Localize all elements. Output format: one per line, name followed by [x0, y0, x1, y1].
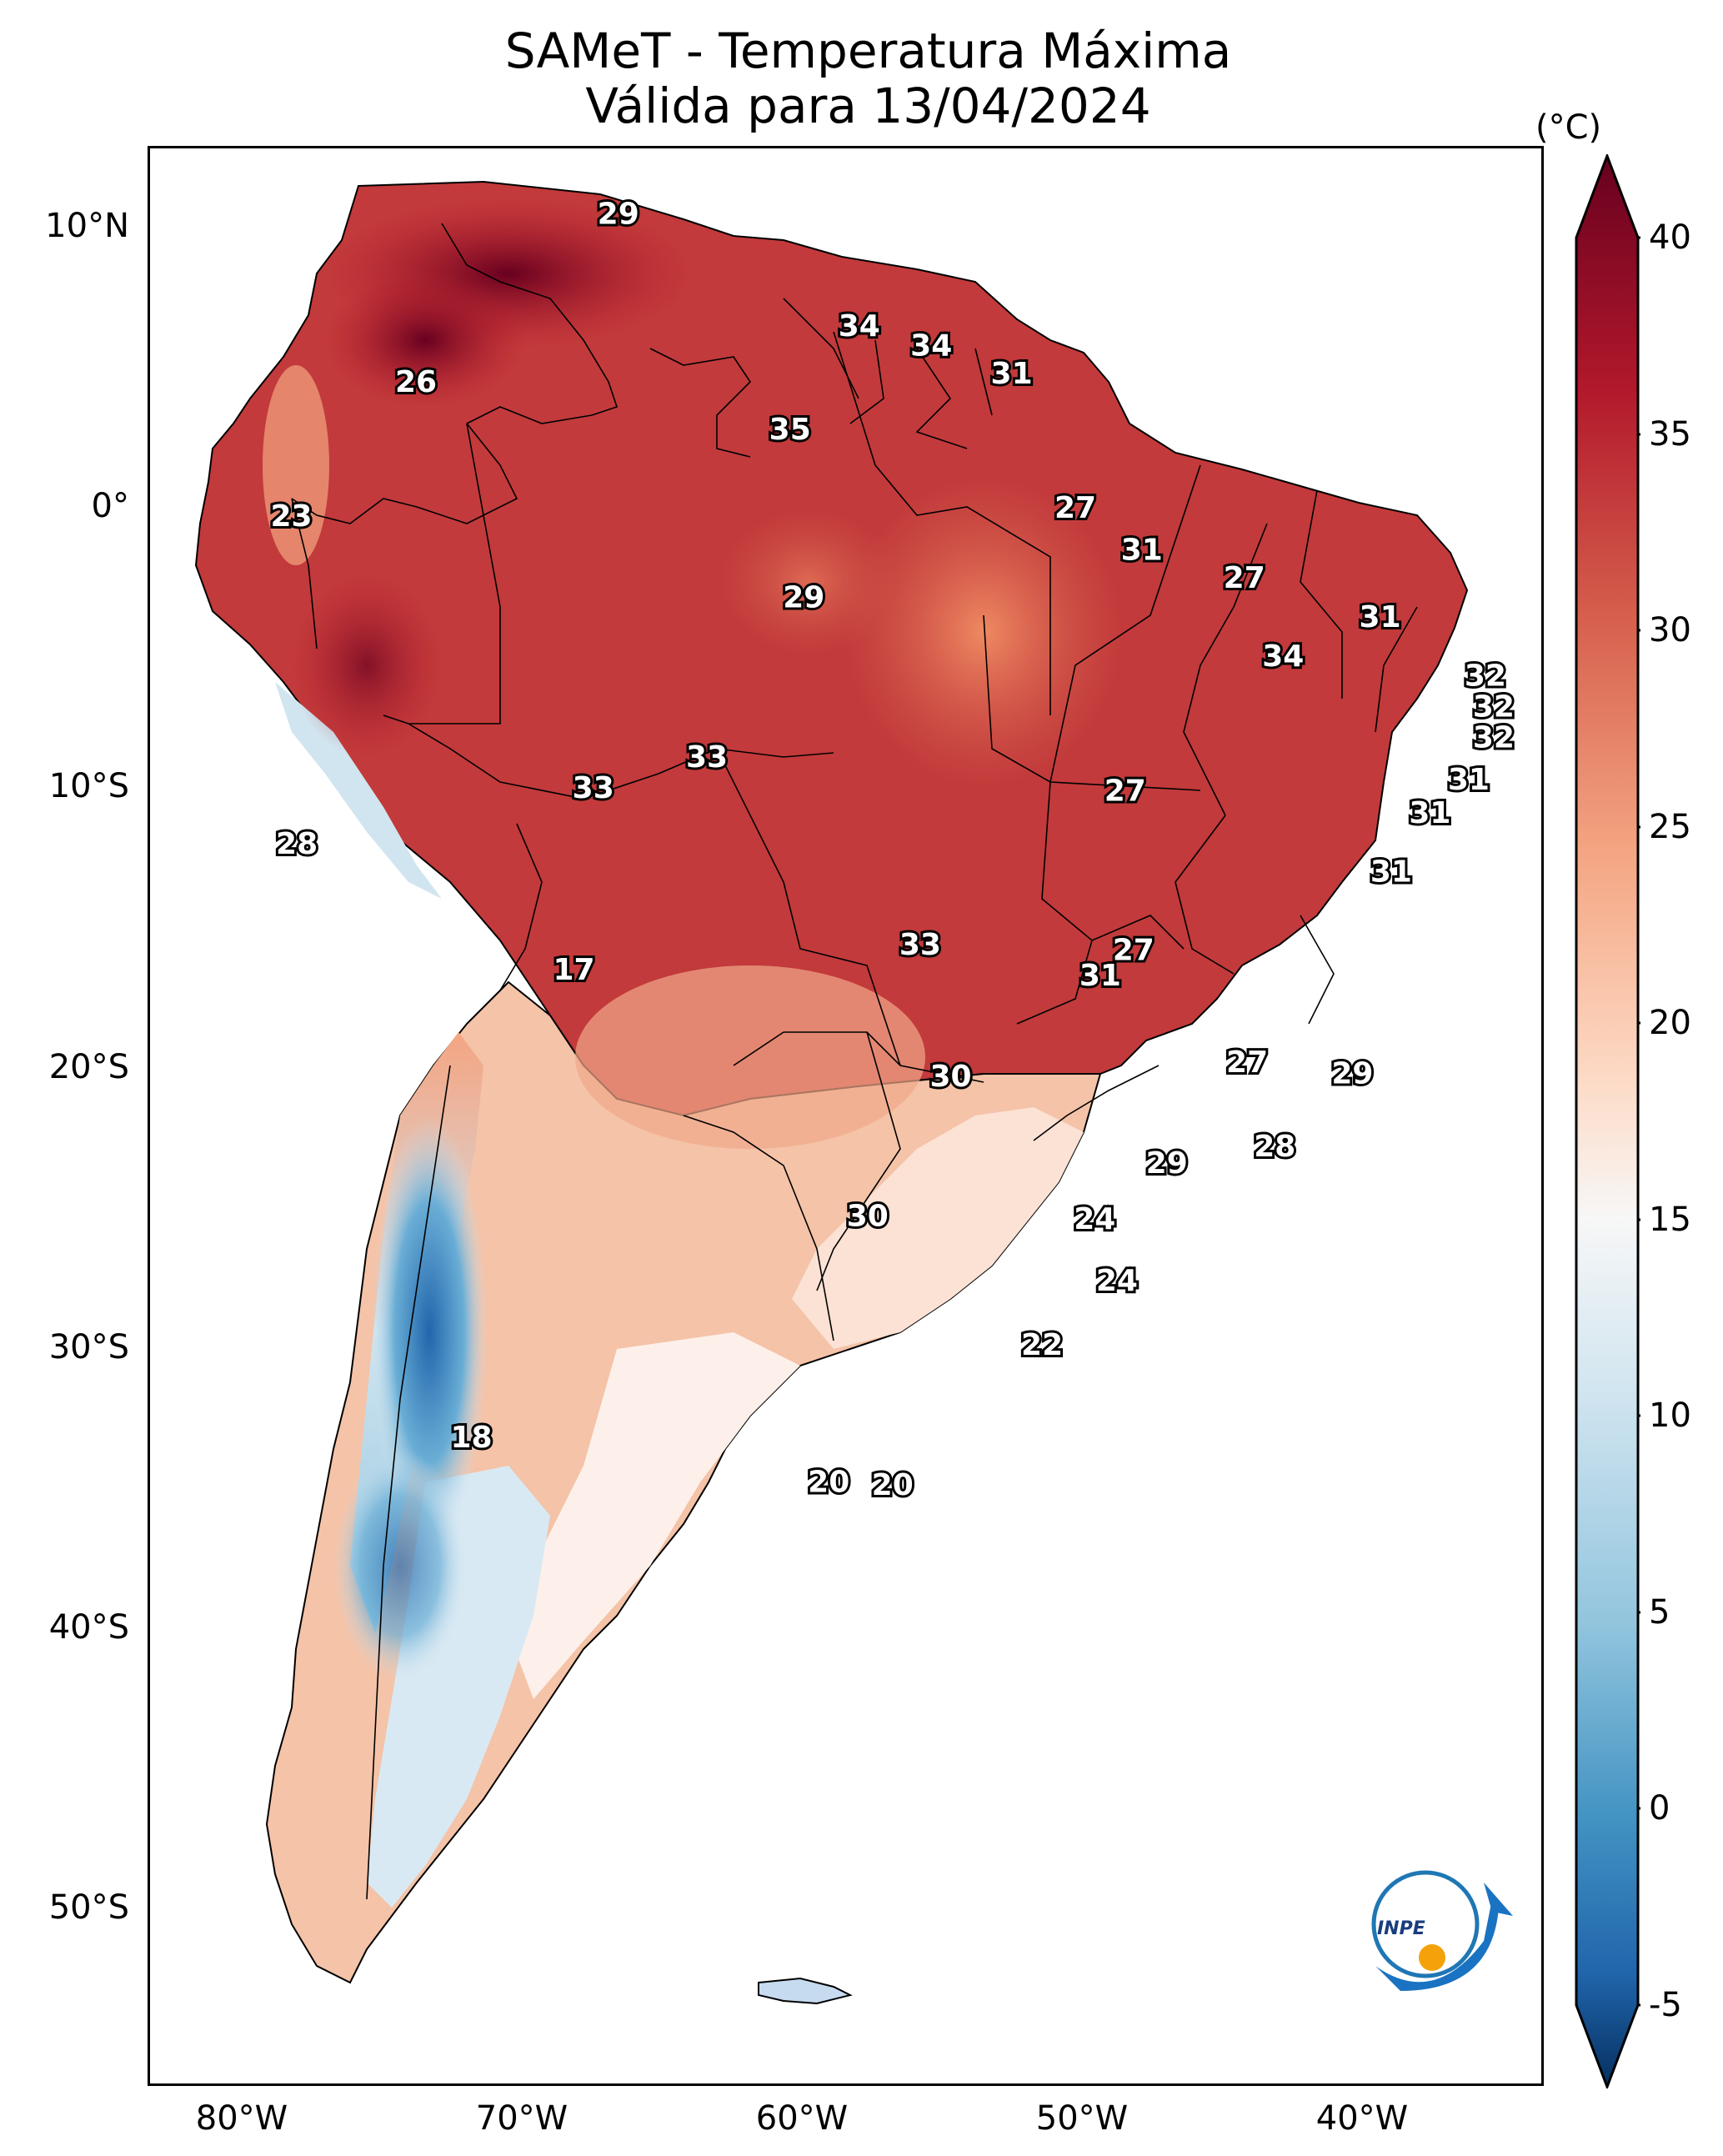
colorbar-tick-10: 10	[1649, 1396, 1691, 1435]
lat-tick-0: 0°	[91, 487, 129, 525]
temperature-label: 30	[847, 1200, 889, 1234]
colorbar-tick-minus5: -5	[1649, 1986, 1682, 2024]
region-uruguay	[792, 1107, 1084, 1349]
region-pampas	[508, 1332, 800, 1699]
map-title: SAMeT - Temperatura Máxima	[504, 23, 1232, 79]
temperature-label: 31	[1448, 763, 1490, 797]
temperature-label: 33	[686, 740, 728, 775]
lon-tick-50w: 50°W	[1035, 2099, 1129, 2138]
temperature-label: 23	[270, 499, 312, 534]
temperature-label: 34	[1262, 639, 1304, 674]
temperature-label: 31	[1409, 796, 1450, 830]
temperature-label: 20	[872, 1468, 914, 1502]
temperature-label: 27	[1054, 491, 1096, 525]
temperature-label: 33	[573, 771, 614, 805]
temperature-label: 17	[553, 953, 594, 987]
temperature-label: 31	[1121, 534, 1163, 568]
map-panel[interactable]: 29 34 34 31 26 35 27 23 31 27 29 31 34 32 32 32 33 31 33 27…	[148, 146, 1544, 2086]
temperature-label: 32	[1465, 659, 1506, 694]
temperature-label: 22	[1021, 1328, 1063, 1362]
falkland-islands	[758, 1977, 853, 2005]
temperature-label: 20	[808, 1466, 849, 1500]
inpe-logo-text: INPE	[1377, 1918, 1425, 1939]
lat-tick-50s: 50°S	[48, 1888, 129, 1927]
region-colombia-hot	[325, 273, 525, 407]
temperature-label: 28	[1254, 1130, 1295, 1164]
temperature-label: 34	[839, 309, 880, 343]
region-andes-cold	[371, 1116, 488, 1549]
colorbar-tick-25: 25	[1649, 808, 1691, 846]
inpe-logo: INPE	[1371, 1870, 1513, 1991]
lon-tick-60w: 60°W	[755, 2099, 849, 2138]
temperature-label: 27	[1226, 1045, 1268, 1080]
temperature-label: 34	[910, 328, 952, 363]
temperature-label: 27	[1224, 561, 1265, 595]
colorbar-tick-0: 0	[1649, 1789, 1670, 1828]
temperature-label: 24	[1074, 1202, 1115, 1236]
lat-tick-10s: 10°S	[48, 767, 129, 805]
temperature-label: 26	[395, 365, 437, 399]
country-borders	[291, 223, 1418, 1900]
temperature-label: 29	[598, 198, 639, 232]
lon-tick-70w: 70°W	[475, 2099, 568, 2138]
temperature-label: 29	[1331, 1057, 1373, 1091]
colorbar-tick-40: 40	[1649, 218, 1691, 257]
region-andes-north-cool	[263, 365, 329, 565]
colorbar-tick-marks	[1638, 236, 1640, 2007]
region-peru-coast-cool	[275, 682, 442, 899]
temperature-label: 32	[1473, 690, 1515, 725]
temperature-label: 33	[899, 928, 941, 962]
temperature-label: 29	[783, 581, 824, 615]
colorbar-tick-15: 15	[1649, 1201, 1691, 1239]
region-peru-hot	[292, 574, 442, 757]
lat-tick-40s: 40°S	[48, 1608, 129, 1647]
colorbar	[1575, 154, 1640, 2088]
lon-tick-80w: 80°W	[195, 2099, 288, 2138]
temperature-label: 31	[1370, 855, 1412, 890]
region-amazon-light	[717, 507, 900, 657]
temperature-label: 31	[991, 357, 1033, 391]
temperature-label: 32	[1473, 721, 1515, 755]
temperature-label: 28	[276, 827, 318, 861]
region-andes-cold-south	[333, 1449, 467, 1682]
colorbar-tick-20: 20	[1649, 1004, 1691, 1042]
colorbar-bar	[1575, 154, 1640, 2088]
temperature-label: 30	[929, 1060, 971, 1094]
colorbar-tick-35: 35	[1649, 415, 1691, 454]
lat-tick-30s: 30°S	[48, 1328, 129, 1366]
lon-tick-40w: 40°W	[1315, 2099, 1409, 2138]
temperature-label: 27	[1104, 774, 1146, 808]
region-chaco-light	[575, 965, 925, 1149]
colorbar-tick-30: 30	[1649, 611, 1691, 649]
lat-tick-20s: 20°S	[48, 1048, 129, 1086]
colorbar-tick-5: 5	[1649, 1593, 1670, 1632]
temperature-label: 27	[1113, 934, 1155, 968]
lat-tick-10n: 10°N	[45, 207, 129, 245]
temperature-label: 31	[1079, 959, 1121, 993]
map-subtitle: Válida para 13/04/2024	[585, 78, 1151, 134]
temperature-label: 24	[1096, 1264, 1138, 1298]
region-para-light	[842, 474, 1125, 790]
temperature-label: 29	[1146, 1146, 1188, 1181]
temperature-label: 35	[769, 413, 811, 447]
colorbar-unit: (°C)	[1535, 108, 1602, 147]
temperature-label: 31	[1360, 600, 1401, 634]
temperature-label: 18	[450, 1421, 492, 1455]
